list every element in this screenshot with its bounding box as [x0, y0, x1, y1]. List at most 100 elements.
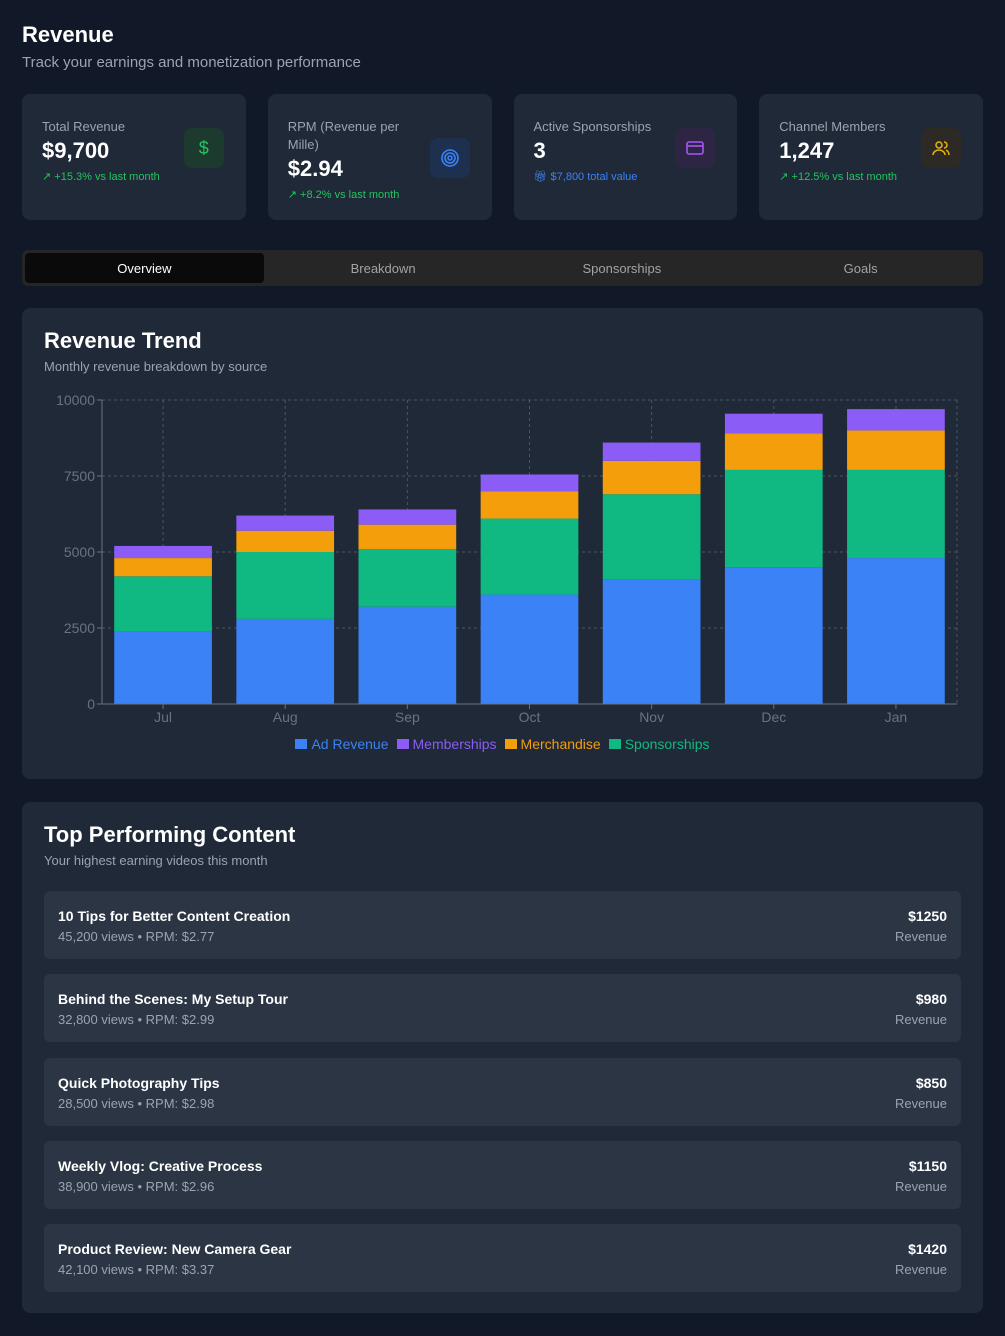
bar-ad-revenue [358, 606, 457, 704]
legend-label: Sponsorships [624, 736, 710, 752]
bar-memberships [480, 474, 579, 492]
bar-sponsorships [724, 469, 823, 568]
y-tick-label: 5000 [64, 544, 95, 560]
x-tick-label: Oct [519, 709, 541, 725]
bar-ad-revenue [602, 579, 701, 704]
content-revenue: $1420 [908, 1241, 947, 1257]
revenue-trend-card: Revenue Trend Monthly revenue breakdown … [22, 308, 983, 779]
tab-overview[interactable]: Overview [25, 253, 264, 283]
y-tick-label: 2500 [64, 620, 95, 636]
stat-value: 1,247 [779, 138, 835, 163]
revenue-label: Revenue [894, 1096, 947, 1111]
y-tick-label: 10000 [56, 392, 95, 408]
stat-change: 🎁︎ $7,800 total value [534, 170, 718, 183]
chart-subtitle: Monthly revenue breakdown by source [44, 359, 268, 374]
tab-goals[interactable]: Goals [843, 260, 878, 276]
x-tick-label: Sep [395, 709, 420, 725]
legend-swatch [504, 739, 517, 749]
bar-merchandise [358, 524, 457, 549]
content-meta: 45,200 views • RPM: $2.77 [58, 929, 215, 944]
legend-label: Ad Revenue [311, 736, 389, 752]
content-title: Weekly Vlog: Creative Process [58, 1158, 263, 1174]
bar-ad-revenue [847, 558, 945, 704]
legend-item-merchandise[interactable]: Merchandise [504, 736, 601, 752]
legend-item-ad-revenue[interactable]: Ad Revenue [295, 736, 389, 752]
legend-swatch [608, 739, 621, 749]
gift-icon: 🎁︎ [533, 171, 551, 183]
stat-label: Total Revenue [42, 119, 126, 134]
legend-item-sponsorships[interactable]: Sponsorships [608, 736, 710, 752]
bar-memberships [602, 442, 701, 461]
bar-ad-revenue [114, 631, 212, 704]
stat-change-text: $7,800 total value [550, 171, 638, 183]
content-revenue: $1250 [908, 908, 947, 924]
legend-swatch [396, 739, 409, 749]
users-icon [921, 128, 961, 168]
content-revenue: $1150 [908, 1158, 947, 1174]
bar-sponsorships [114, 576, 212, 632]
bar-merchandise [480, 491, 579, 519]
legend-label: Merchandise [520, 736, 601, 752]
content-title: Product Review: New Camera Gear [58, 1241, 292, 1257]
x-tick-label: Jul [154, 709, 172, 725]
x-tick-label: Jan [885, 709, 908, 725]
stat-card-rpm: RPM (Revenue per Mille) $2.94 ↗ +8.2% vs… [267, 94, 492, 220]
stats-row: Total Revenue $9,700 ↗ +15.3% vs last mo… [22, 94, 983, 220]
target-icon [429, 138, 470, 178]
bar-sponsorships [358, 548, 457, 607]
content-title: Quick Photography Tips [58, 1075, 220, 1091]
legend-label: Memberships [412, 736, 497, 752]
content-item[interactable]: Product Review: New Camera Gear 42,100 vi… [44, 1224, 961, 1292]
stat-change: ↗ +8.2% vs last month [288, 188, 472, 201]
stat-card-sponsorships: Active Sponsorships 3 🎁︎ $7,800 total va… [513, 94, 738, 220]
revenue-chart: 0 2500 5000 7500 10000 Jul Aug Sep Oct Nov Dec Jan [56, 392, 958, 725]
content-item[interactable]: 10 Tips for Better Content Creation 45,20… [44, 891, 961, 959]
bar-sponsorships [480, 518, 579, 595]
tab-breakdown[interactable]: Breakdown [350, 260, 416, 276]
content-meta: 38,900 views • RPM: $2.96 [58, 1179, 215, 1194]
legend-item-memberships[interactable]: Memberships [396, 736, 497, 752]
tab-bar: Overview Breakdown Sponsorships Goals [22, 250, 983, 286]
tab-sponsorships[interactable]: Sponsorships [582, 260, 662, 276]
stat-change-text: +12.5% vs last month [791, 171, 898, 183]
bar-merchandise [724, 433, 823, 470]
stat-label: Active Sponsorships [533, 119, 652, 134]
stat-card-total-revenue: Total Revenue $9,700 ↗ +15.3% vs last mo… [22, 94, 246, 220]
x-tick-label: Aug [273, 709, 298, 725]
bar-memberships [724, 413, 823, 434]
bar-merchandise [847, 430, 945, 470]
bar-memberships [114, 545, 212, 559]
stat-value: $9,700 [42, 138, 110, 163]
content-title: 10 Tips for Better Content Creation [58, 908, 291, 924]
dollar-icon: $ [183, 128, 224, 168]
content-meta: 28,500 views • RPM: $2.98 [58, 1096, 215, 1111]
bar-sponsorships [847, 469, 945, 559]
x-tick-label: Dec [761, 709, 786, 725]
chart-title: Revenue Trend [44, 328, 202, 353]
legend-swatch [295, 739, 308, 749]
content-meta: 32,800 views • RPM: $2.99 [58, 1012, 215, 1027]
bar-ad-revenue [724, 567, 823, 704]
stat-change-text: +15.3% vs last month [54, 171, 160, 183]
stat-change: ↗ +12.5% vs last month [779, 170, 963, 183]
top-content-card: Top Performing Content Your highest earn… [22, 802, 983, 1313]
x-tick-label: Nov [639, 709, 664, 725]
content-item[interactable]: Weekly Vlog: Creative Process 38,900 view… [44, 1141, 961, 1209]
content-revenue: $850 [915, 1075, 947, 1091]
content-meta: 42,100 views • RPM: $3.37 [58, 1262, 215, 1277]
stat-value: 3 [533, 138, 546, 163]
bar-ad-revenue [480, 594, 579, 704]
page-header: Revenue Track your earnings and monetiza… [22, 22, 361, 71]
revenue-label: Revenue [894, 1012, 947, 1027]
content-revenue: $980 [915, 991, 947, 1007]
content-item[interactable]: Quick Photography Tips 28,500 views • RPM… [44, 1058, 961, 1126]
revenue-label: Revenue [894, 1262, 947, 1277]
bar-merchandise [236, 530, 335, 552]
bar-memberships [236, 515, 335, 531]
content-item[interactable]: Behind the Scenes: My Setup Tour 32,800 v… [44, 974, 961, 1042]
stat-label: RPM (Revenue per Mille) [287, 119, 400, 152]
revenue-label: Revenue [894, 1179, 947, 1194]
y-tick-label: 7500 [64, 468, 95, 484]
section-subtitle: Your highest earning videos this month [44, 853, 268, 868]
bar-merchandise [602, 460, 701, 495]
